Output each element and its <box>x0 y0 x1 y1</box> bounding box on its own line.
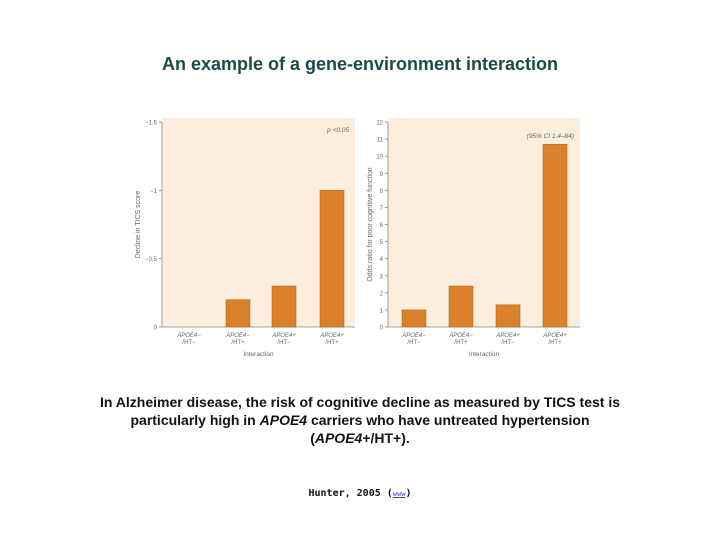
citation: Hunter, 2005 (www) <box>308 488 412 499</box>
x-tick-label: APOE4− <box>448 333 473 339</box>
x-tick-label: /HT+ <box>325 340 339 346</box>
chart-annotation: p <0.05 <box>326 127 349 134</box>
y-tick-label: 8 <box>380 189 384 195</box>
y-tick-label: 5 <box>380 240 384 246</box>
y-tick-label: 0 <box>380 326 384 332</box>
bar <box>319 190 345 328</box>
y-tick-label: 11 <box>377 138 384 144</box>
x-tick-label: /HT− <box>182 340 196 346</box>
caption-part3: +/HT+). <box>362 430 410 446</box>
y-tick-label: 6 <box>380 223 384 229</box>
chart-annotation: (95% CI 1.4–84) <box>527 133 574 140</box>
x-axis-label: Interaction <box>469 351 500 358</box>
figure-svg: 0−0.5−1−1.5APOE4−/HT−APOE4−/HT+APOE4+/HT… <box>135 118 580 358</box>
bar <box>225 299 251 328</box>
x-tick-label: APOE4+ <box>542 333 567 339</box>
y-tick-label: 1 <box>380 308 384 314</box>
citation-link[interactable]: www <box>392 490 406 498</box>
bar <box>448 285 474 328</box>
chart-panel-2: 0123456789101112APOE4−/HT−APOE4−/HT+APOE… <box>367 118 580 358</box>
x-tick-label: APOE4− <box>401 333 426 339</box>
y-tick-label: 3 <box>380 274 384 280</box>
y-tick-label: 10 <box>376 155 383 161</box>
bar <box>495 304 521 328</box>
y-axis-label: Odds ratio for poor cognitive function <box>367 167 374 282</box>
x-tick-label: /HT+ <box>231 340 245 346</box>
y-tick-label: −1.5 <box>145 121 158 127</box>
x-tick-label: APOE4− <box>225 333 250 339</box>
caption-part1: In Alzheimer disease, the risk of cognit… <box>100 394 620 428</box>
x-tick-label: APOE4− <box>176 333 201 339</box>
x-tick-label: /HT+ <box>454 340 468 346</box>
y-axis-label: Decline in TICS score <box>135 191 142 259</box>
chart-panel-1: 0−0.5−1−1.5APOE4−/HT−APOE4−/HT+APOE4+/HT… <box>135 118 355 358</box>
x-tick-label: /HT− <box>501 340 515 346</box>
caption: In Alzheimer disease, the risk of cognit… <box>80 393 640 447</box>
caption-part2: carriers who have untreated hypertension… <box>307 412 590 446</box>
y-tick-label: −1 <box>150 189 158 195</box>
slide-title: An example of a gene-environment interac… <box>161 54 559 74</box>
x-tick-label: /HT+ <box>548 340 562 346</box>
x-axis-label: Interaction <box>243 351 274 358</box>
figure: 0 −0.5 −1 −1.5 APOE4−/HT− APOE4−/HT+ APOE4+/HT… <box>130 110 590 365</box>
citation-text: Hunter, 2005 <box>308 488 381 499</box>
bar <box>401 309 427 328</box>
x-tick-label: APOE4+ <box>319 333 344 339</box>
x-tick-label: APOE4+ <box>271 333 296 339</box>
bar <box>271 285 297 328</box>
x-tick-label: APOE4+ <box>495 333 520 339</box>
y-tick-label: 7 <box>380 206 384 212</box>
y-tick-label: −0.5 <box>145 257 158 263</box>
y-tick-label: 12 <box>376 121 383 127</box>
y-tick-label: 4 <box>380 257 384 263</box>
y-tick-label: 0 <box>154 326 158 332</box>
x-tick-label: /HT− <box>277 340 291 346</box>
y-tick-label: 2 <box>380 291 384 297</box>
bar <box>542 143 568 328</box>
caption-gene: APOE4 <box>259 412 308 428</box>
x-tick-label: /HT− <box>407 340 421 346</box>
caption-gene-2: APOE4 <box>314 430 363 446</box>
y-tick-label: 9 <box>380 172 384 178</box>
